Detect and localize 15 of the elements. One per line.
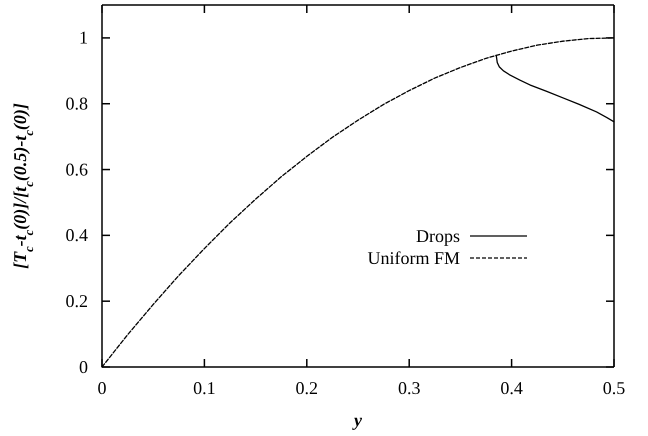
x-tick-label: 0.3 bbox=[398, 378, 420, 398]
y-tick-label: 0.8 bbox=[66, 93, 88, 114]
y-tick-label: 1 bbox=[79, 28, 88, 48]
y-tick-label: 0 bbox=[79, 356, 88, 377]
x-tick-label: 0.1 bbox=[193, 378, 216, 398]
x-tick-label: 0 bbox=[98, 378, 106, 398]
x-tick-label: 0.2 bbox=[296, 378, 318, 398]
y-tick-label: 0.4 bbox=[66, 225, 88, 246]
y-tick-label: 0.2 bbox=[66, 290, 88, 311]
x-tick-label: 0.5 bbox=[602, 378, 626, 398]
y-tick-label: 0.6 bbox=[66, 159, 88, 180]
x-axis-title: y bbox=[352, 410, 363, 430]
x-tick-label: 0.4 bbox=[500, 378, 523, 398]
legend-label: Drops bbox=[416, 226, 460, 246]
legend-label: Uniform FM bbox=[367, 248, 460, 268]
